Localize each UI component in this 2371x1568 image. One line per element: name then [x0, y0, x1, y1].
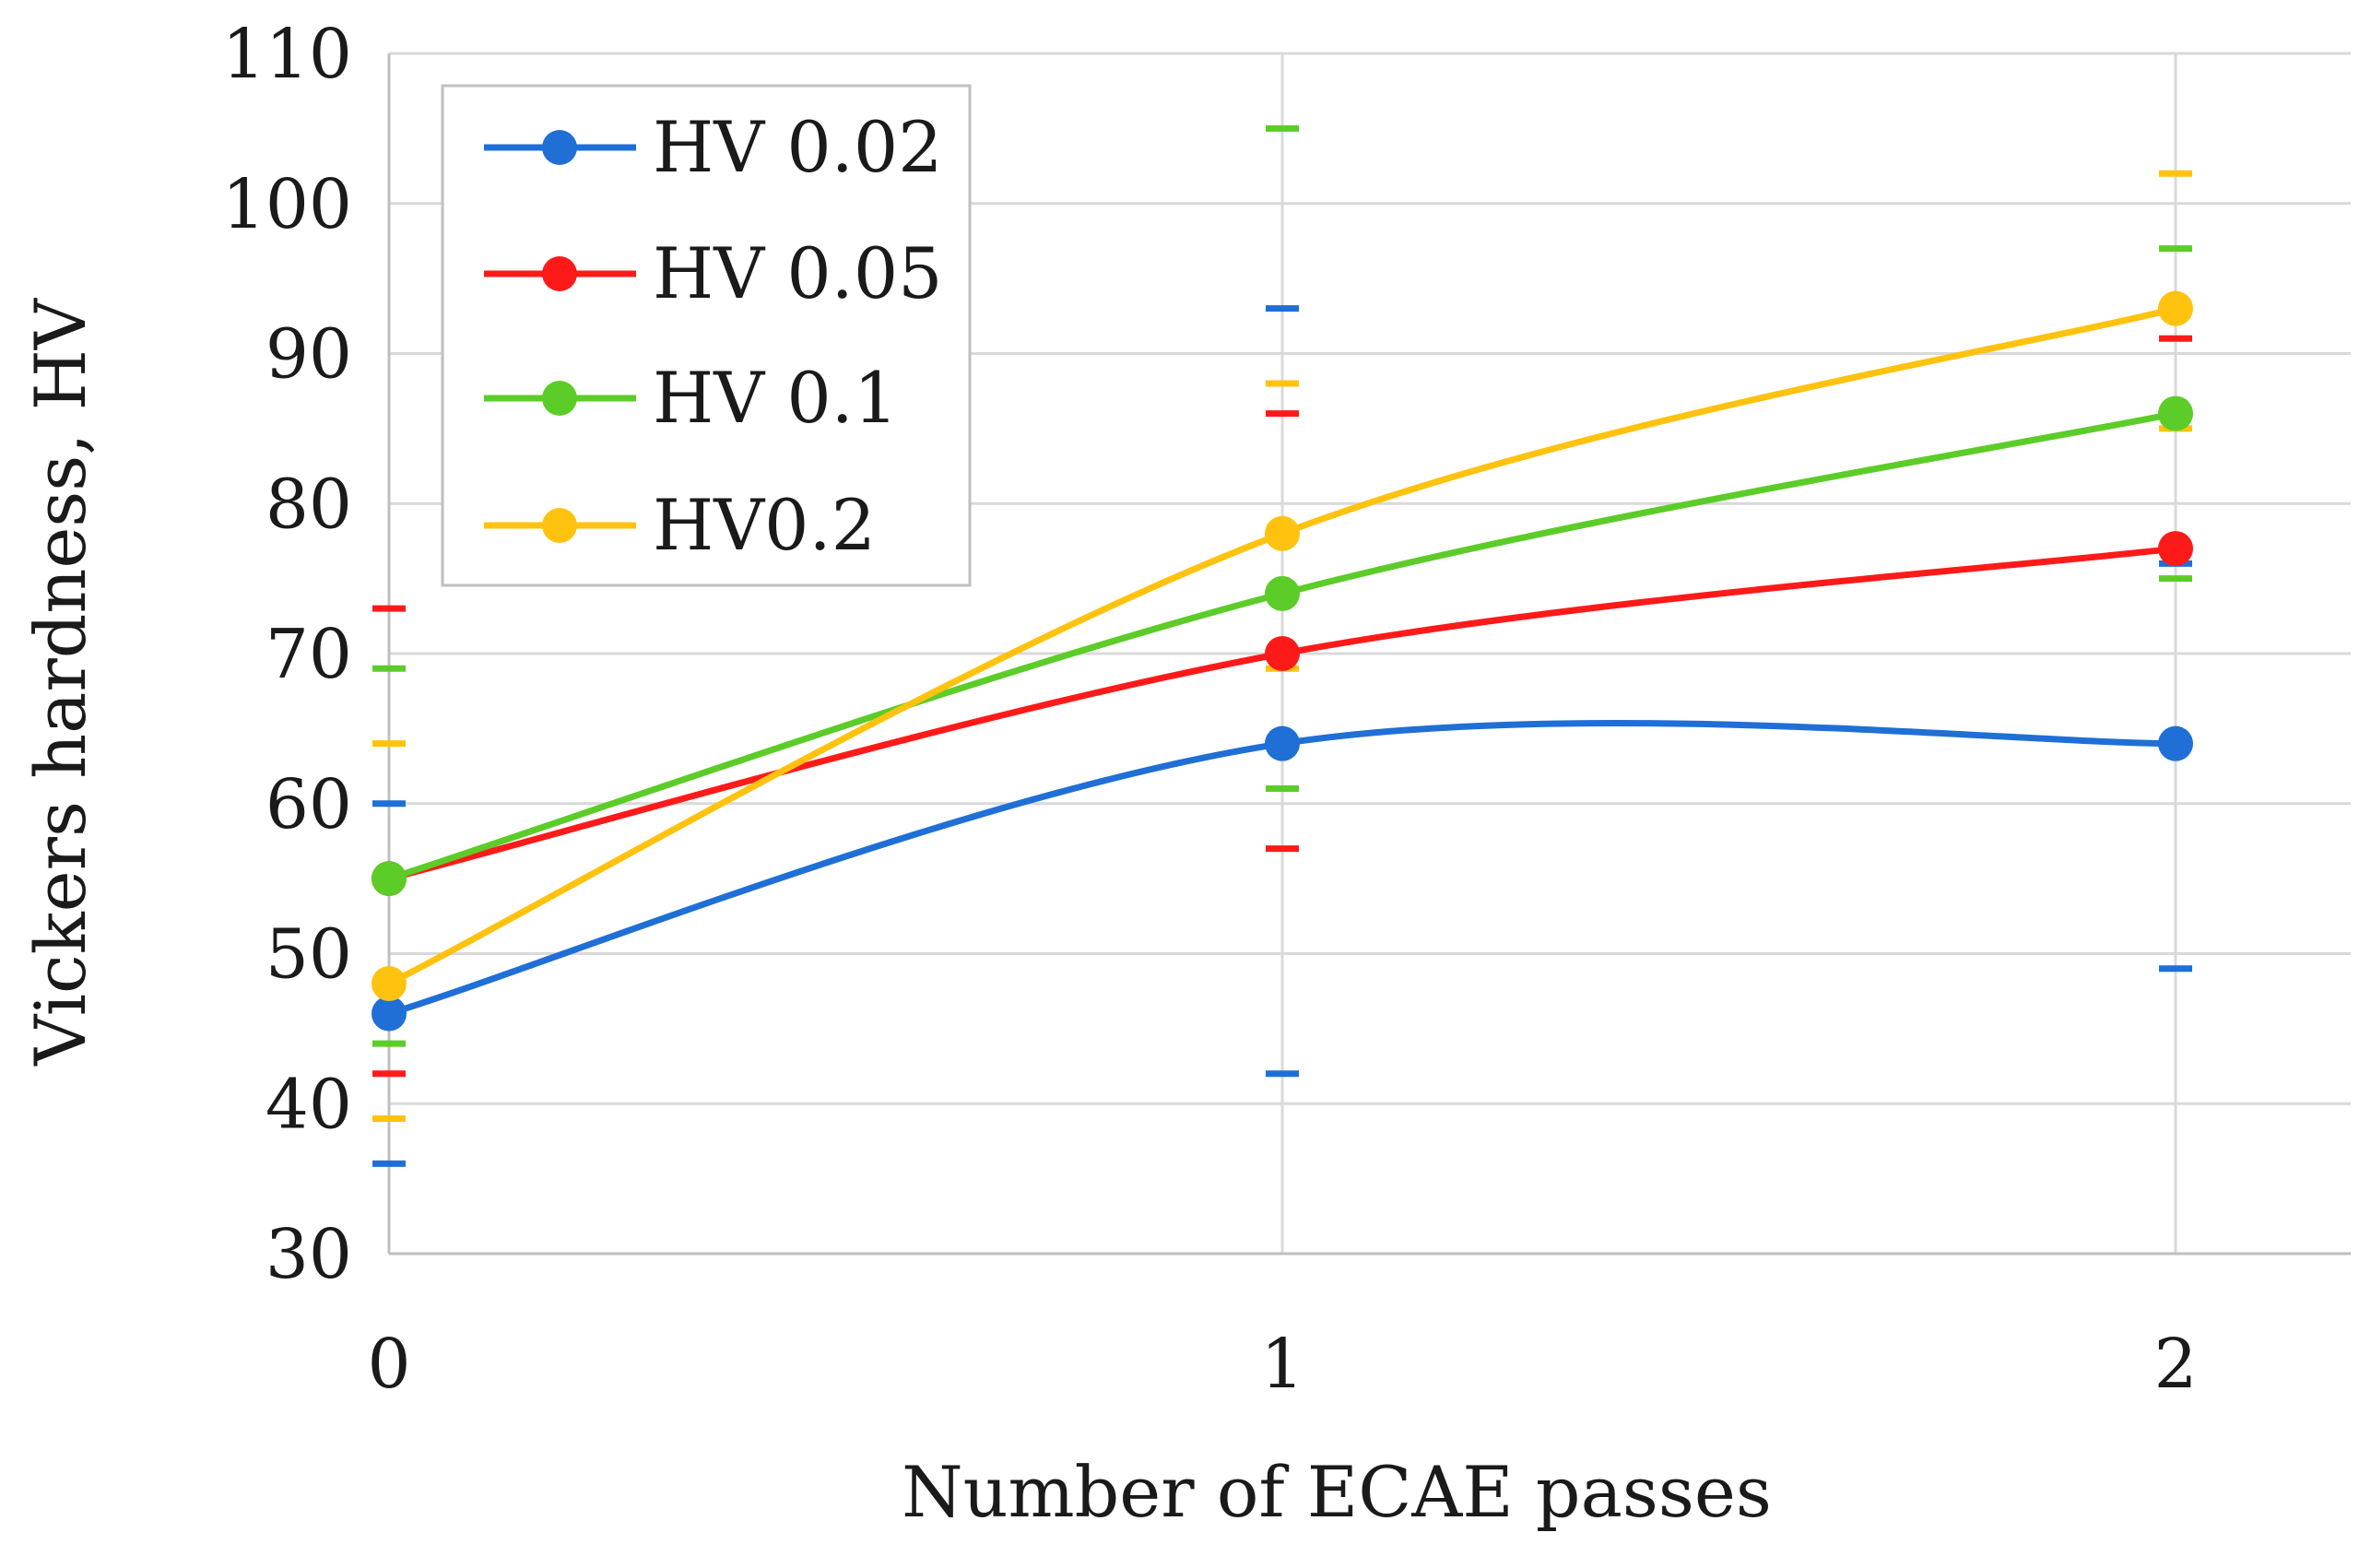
y-tick-label: 110: [222, 15, 352, 94]
data-point: [1265, 636, 1300, 671]
y-tick-label: 90: [265, 315, 352, 395]
axes: [387, 53, 2351, 1256]
legend-swatch-marker: [542, 381, 577, 416]
legend-label: HV 0.05: [653, 232, 943, 314]
x-axis-title: Number of ECAE passes: [902, 1451, 1772, 1533]
tick-labels: 30 40 50 60 70 80 90 100 110 0 1 2: [222, 15, 2198, 1404]
data-point: [1265, 515, 1300, 551]
y-axis-title: Vickers hardness, HV: [19, 298, 101, 1067]
legend: HV 0.02 HV 0.05 HV 0.1 HV0.2: [441, 84, 972, 587]
x-tick-label: 1: [1260, 1325, 1303, 1404]
x-tick-label: 0: [367, 1325, 410, 1404]
x-tick-label: 2: [2153, 1325, 2197, 1404]
data-point: [1265, 725, 1300, 761]
y-tick-label: 70: [265, 615, 352, 694]
legend-swatch-marker: [542, 256, 577, 291]
series-markers: [372, 290, 2193, 1032]
legend-label: HV0.2: [653, 484, 876, 566]
y-tick-label: 60: [265, 765, 352, 844]
data-point: [2158, 395, 2193, 431]
y-tick-label: 40: [265, 1065, 352, 1144]
legend-swatch-marker: [542, 508, 577, 543]
legend-swatch-marker: [542, 130, 577, 165]
data-point: [2158, 725, 2193, 761]
data-point: [372, 861, 407, 897]
y-tick-label: 50: [265, 915, 352, 995]
data-point: [2158, 531, 2193, 567]
data-point: [372, 996, 407, 1032]
data-point: [1265, 575, 1300, 611]
legend-label: HV 0.1: [653, 357, 898, 439]
y-tick-label: 80: [265, 465, 352, 544]
y-tick-label: 30: [265, 1215, 352, 1294]
data-point: [372, 966, 407, 1002]
data-point: [2158, 290, 2193, 326]
y-tick-label: 100: [222, 165, 352, 244]
legend-label: HV 0.02: [653, 106, 943, 188]
legend-box: [441, 84, 972, 587]
